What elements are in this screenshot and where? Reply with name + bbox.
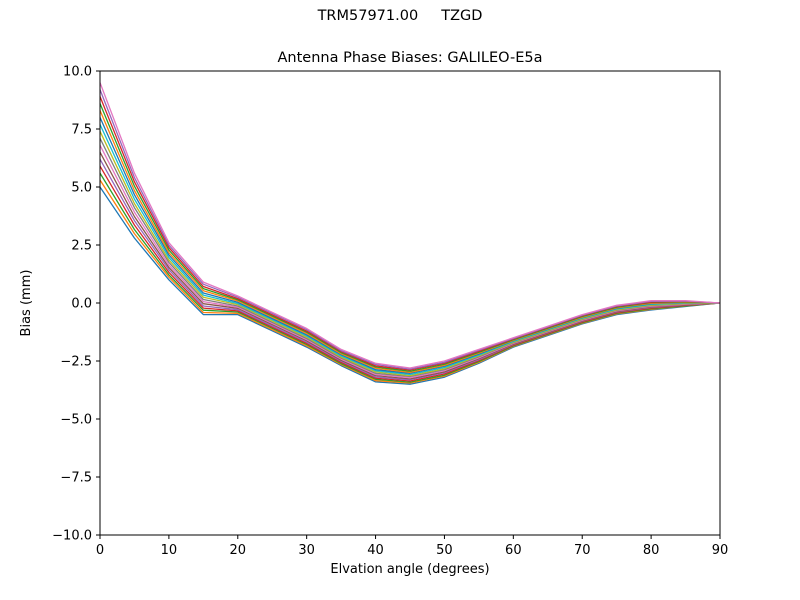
- series-line-s10: [99, 124, 720, 376]
- series-line-s13: [99, 103, 721, 372]
- x-tick-label: 50: [436, 543, 453, 558]
- x-tick-label: 40: [367, 543, 384, 558]
- series-line-s08: [99, 138, 721, 378]
- x-tick-label: 0: [96, 543, 104, 558]
- series-line-s04: [99, 165, 721, 382]
- series-line-s14: [99, 96, 721, 371]
- y-tick-label: 7.5: [71, 123, 92, 138]
- y-tick-label: 2.5: [71, 239, 92, 254]
- x-tick-label: 80: [643, 543, 660, 558]
- x-tick-label: 70: [574, 543, 591, 558]
- series-line-s09: [99, 131, 721, 377]
- y-tick-label: −2.5: [60, 355, 92, 370]
- x-tick-label: 90: [712, 543, 729, 558]
- axes-layer: 0 10 20 30 40 50 60 70 80 90 −10.0 −7.5 −5.0 −2.5 0.0 2…: [52, 65, 728, 559]
- x-axis-label: Elvation angle (degrees): [330, 562, 489, 577]
- series-line-s07: [99, 144, 721, 379]
- x-tick-label: 60: [505, 543, 522, 558]
- x-tick-label: 20: [230, 543, 247, 558]
- y-tick-label: −5.0: [60, 413, 92, 428]
- series-line-s16: [99, 82, 721, 369]
- series-layer: [99, 82, 721, 385]
- series-line-s11: [99, 117, 721, 374]
- x-tick-label: 30: [298, 543, 315, 558]
- x-tick-label: 10: [161, 543, 178, 558]
- y-tick-label: 10.0: [63, 65, 92, 80]
- series-line-s01: [99, 186, 721, 385]
- axes-title: Antenna Phase Biases: GALILEO-E5a: [277, 50, 543, 66]
- y-axis-label: Bias (mm): [19, 270, 34, 337]
- series-line-s03: [99, 172, 721, 383]
- y-tick-label: 5.0: [71, 181, 92, 196]
- series-line-s06: [99, 151, 721, 380]
- y-tick-label: 0.0: [71, 297, 92, 312]
- y-tick-label: −10.0: [52, 529, 92, 544]
- series-line-s15: [99, 89, 721, 370]
- figure-suptitle: TRM57971.00 TZGD: [317, 8, 483, 24]
- y-tick-label: −7.5: [60, 471, 92, 486]
- axes-box: [99, 70, 721, 536]
- series-line-s12: [99, 110, 721, 374]
